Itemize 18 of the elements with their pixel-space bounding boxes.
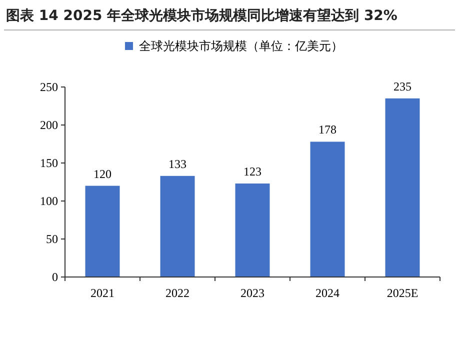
y-tick-label: 200 (40, 118, 58, 132)
y-tick-label: 250 (40, 80, 58, 94)
data-label: 178 (318, 122, 336, 137)
y-tick-label: 150 (40, 156, 58, 170)
y-tick-label: 100 (40, 194, 58, 208)
x-tick-label: 2023 (240, 286, 264, 300)
legend-label: 全球光模块市场规模（单位：亿美元） (139, 39, 343, 53)
chart-title: 图表 14 2025 年全球光模块市场规模同比增速有望达到 32% (6, 7, 398, 24)
data-label: 235 (394, 79, 412, 94)
data-label: 123 (244, 164, 262, 179)
x-tick-label: 2021 (90, 286, 114, 300)
data-label: 120 (94, 166, 112, 181)
y-tick-label: 50 (46, 232, 58, 246)
x-tick-label: 2022 (166, 286, 190, 300)
x-tick-label: 2025E (386, 286, 418, 300)
data-label: 133 (168, 156, 186, 171)
y-tick-label: 0 (52, 270, 58, 284)
x-tick-label: 2024 (316, 286, 340, 300)
